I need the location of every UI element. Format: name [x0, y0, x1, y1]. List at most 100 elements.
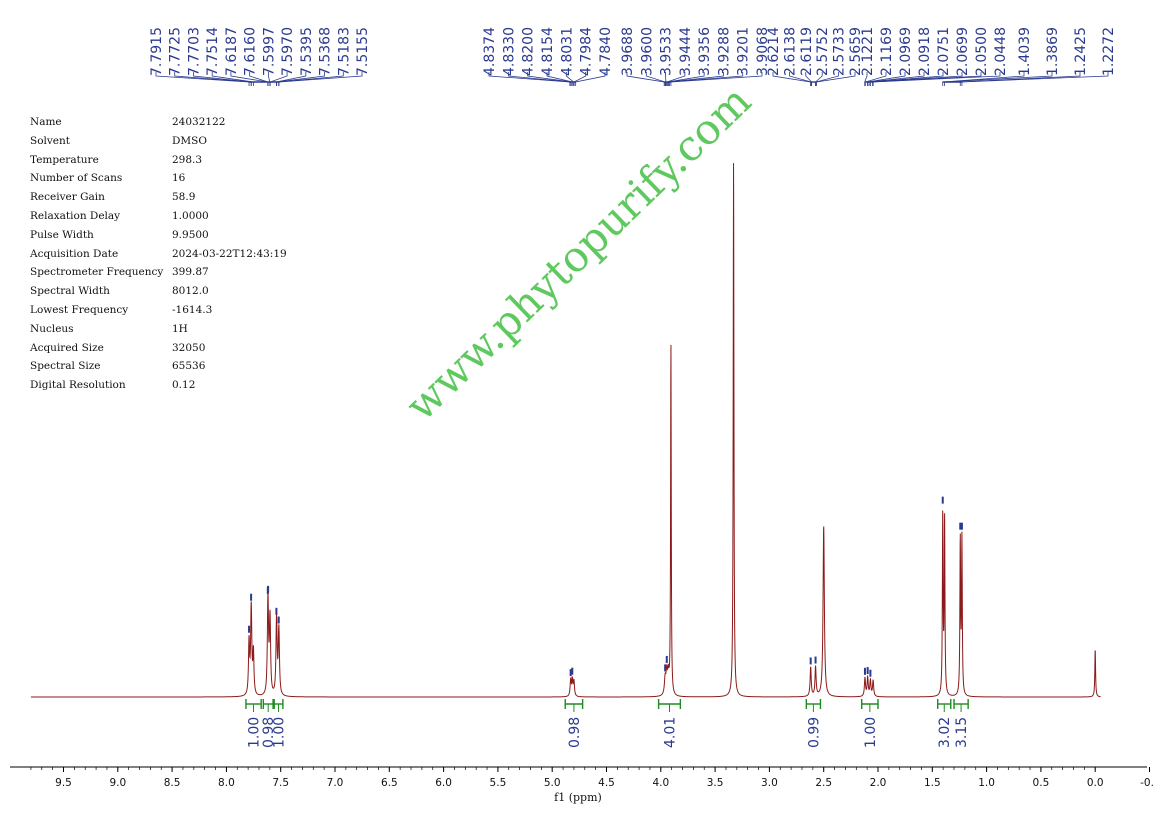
parameter-key: Nucleus [30, 322, 74, 335]
parameter-key: Temperature [30, 153, 99, 166]
peak-label-layer: 7.7915 7.7725 7.7703 7.7514 7.6187 7.6160 7.59… [149, 27, 1117, 677]
parameter-value: -1614.3 [172, 303, 213, 316]
peak-label: 7.6160 [243, 27, 259, 76]
peak-label-leader [942, 72, 1025, 86]
parameter-value: 1H [172, 322, 188, 335]
peak-label: 7.5183 [336, 27, 352, 76]
peak-label: 2.5752 [815, 27, 831, 76]
peak-label: 3.9201 [736, 27, 752, 76]
peak-label: 3.9600 [639, 27, 655, 76]
parameter-key: Name [30, 116, 62, 128]
peak-label-leader [546, 72, 573, 86]
peak-label: 7.5155 [355, 27, 371, 76]
x-tick-label: 4.0 [652, 777, 669, 789]
x-tick-label: 7.5 [272, 777, 289, 789]
integral-label: 3.15 [954, 717, 970, 748]
parameter-key: Solvent [30, 134, 71, 147]
peak-label-leader [670, 72, 763, 86]
peak-label-leader [872, 72, 982, 86]
peak-label: 2.1169 [879, 27, 895, 76]
peak-label: 4.8330 [501, 27, 517, 76]
parameter-value: 58.9 [172, 191, 196, 204]
x-tick-label: 8.0 [218, 777, 235, 789]
peak-label-leader [867, 72, 906, 86]
peak-label-leader [278, 72, 363, 86]
parameter-key: Spectral Size [30, 360, 101, 373]
parameter-value: DMSO [172, 134, 207, 147]
parameter-key: Receiver Gain [30, 191, 105, 204]
peak-label-leader [772, 72, 811, 86]
integral-label: 0.98 [567, 717, 583, 748]
integral-label: 0.98 [261, 717, 277, 748]
peak-label: 3.9068 [755, 27, 771, 76]
peak-label: 4.8200 [521, 27, 537, 76]
peak-label: 7.5997 [261, 27, 277, 76]
peak-label: 2.5733 [832, 27, 848, 76]
x-tick-label: 2.0 [870, 777, 887, 789]
parameter-value: 8012.0 [172, 285, 209, 298]
peak-label: 7.7915 [149, 27, 165, 76]
peak-label: 4.7840 [598, 27, 614, 76]
x-tick-label: 3.5 [707, 777, 724, 789]
peak-label-leader [488, 72, 571, 86]
parameter-value: 2024-03-22T12:43:19 [172, 247, 287, 260]
peak-label: 4.8031 [559, 27, 575, 76]
x-tick-label: 8.5 [164, 777, 181, 789]
peak-label: 2.0699 [955, 27, 971, 76]
peak-label-leader [872, 72, 1001, 86]
parameter-value: 298.3 [172, 153, 203, 166]
peak-label: 2.6214 [766, 27, 782, 76]
peak-label: 2.6138 [782, 27, 798, 76]
x-tick-label: 0.5 [1033, 777, 1050, 789]
peak-label-leader [575, 72, 606, 86]
peak-label-leader [666, 72, 686, 86]
peak-label: 3.9288 [716, 27, 732, 76]
peak-label-leader [944, 72, 1053, 86]
parameter-value: 0.12 [172, 379, 196, 392]
peak-label: 1.3869 [1045, 27, 1061, 76]
peak-label-leader [815, 72, 839, 86]
peak-label: 2.0918 [917, 27, 933, 76]
integral-label: 1.00 [272, 717, 288, 748]
peak-label-leader [573, 72, 587, 86]
peak-label-leader [527, 72, 573, 86]
integral-label: 1.00 [863, 717, 879, 748]
peak-label-leader [864, 72, 868, 86]
x-tick-label: 1.0 [978, 777, 995, 789]
parameter-value: 24032122 [172, 116, 226, 128]
parameter-key: Spectral Width [30, 285, 110, 298]
peak-label-leader [870, 72, 963, 86]
parameter-key: Relaxation Delay [30, 209, 121, 222]
x-tick-label: 7.0 [327, 777, 344, 789]
peak-label: 2.6119 [799, 27, 815, 76]
peak-label: 1.2272 [1101, 27, 1117, 76]
peak-label-leader [269, 72, 288, 86]
peak-label: 7.7703 [186, 27, 202, 76]
integral-label: 1.00 [247, 717, 263, 748]
x-tick-label: 5.0 [544, 777, 561, 789]
parameter-key: Pulse Width [30, 228, 94, 241]
peak-label-leader [961, 72, 1109, 86]
parameter-value: 16 [172, 172, 186, 185]
peak-label-leader [805, 72, 812, 86]
peak-label-leader [669, 72, 744, 86]
peak-label: 3.9444 [678, 27, 694, 76]
peak-label: 3.9356 [697, 27, 713, 76]
x-tick-label: 4.5 [598, 777, 615, 789]
x-axis-label: f1 (ppm) [554, 791, 602, 804]
spectrum-trace [30, 163, 1101, 698]
peak-label-leader [626, 72, 665, 86]
parameter-key: Digital Resolution [30, 379, 126, 392]
peak-label-leader [869, 72, 944, 86]
peak-label: 3.9533 [659, 27, 675, 76]
x-tick-label: 5.5 [490, 777, 507, 789]
parameter-value: 65536 [172, 360, 206, 373]
peak-label: 7.7514 [205, 27, 221, 76]
integral-label: 4.01 [662, 717, 678, 748]
peak-label: 2.5659 [848, 27, 864, 76]
x-tick-label: 0.0 [1087, 777, 1104, 789]
peak-label-leader [864, 72, 887, 86]
parameter-value: 9.9500 [172, 228, 209, 241]
peak-label-leader [645, 72, 666, 86]
peak-label: 1.4039 [1017, 27, 1033, 76]
